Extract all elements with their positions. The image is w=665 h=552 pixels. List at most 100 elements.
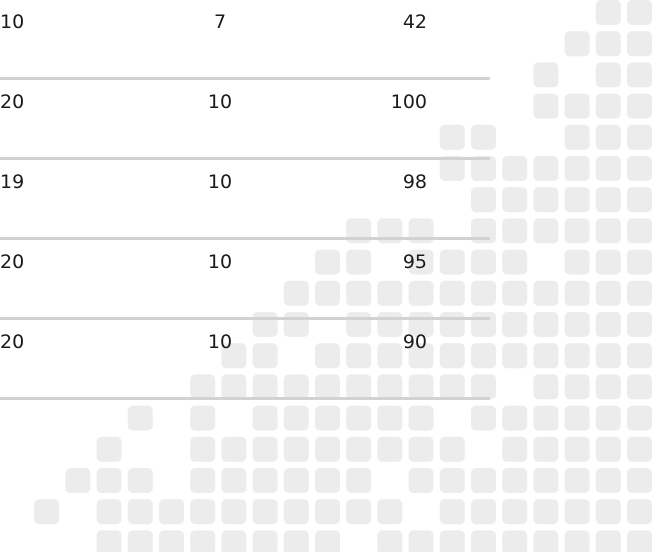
pixel-square [596,406,621,431]
row-padding [427,319,490,399]
pixel-square [97,499,122,524]
pixel-square [409,406,434,431]
pixel-square [502,343,527,368]
pixel-square [159,530,184,552]
pixel-square [565,406,590,431]
pixel-square [346,468,371,493]
pixel-square [253,468,278,493]
pixel-square [471,499,496,524]
pixel-square [533,281,558,306]
pixel-square [627,530,652,552]
pixel-square [596,499,621,524]
pixel-square [284,468,309,493]
pixel-square [627,374,652,399]
pixel-square [128,406,153,431]
pixel-square [565,468,590,493]
pixel-square [627,62,652,87]
row-padding [427,0,490,79]
pixel-square [533,343,558,368]
pixel-square [565,218,590,243]
pixel-square [284,406,309,431]
pixel-square [596,343,621,368]
pixel-square [565,374,590,399]
pixel-square [627,218,652,243]
pixel-square [502,218,527,243]
pixel-square [533,94,558,119]
pixel-square [253,499,278,524]
pixel-square [565,31,590,56]
pixel-square [533,437,558,462]
row-padding [427,159,490,239]
pixel-square [502,406,527,431]
pixel-square [284,499,309,524]
pixel-square [65,468,90,493]
pixel-square [596,437,621,462]
pixel-square [409,437,434,462]
pixel-square [627,31,652,56]
pixel-square [409,468,434,493]
table-cell: 10 [180,159,260,239]
pixel-square [315,530,340,552]
pixel-square [440,530,465,552]
table-cell: 20 [0,79,180,159]
table-cell: 10 [0,0,180,79]
pixel-square [627,281,652,306]
pixel-square [190,406,215,431]
page: 107422010100191098201095201090 (() => { … [0,0,665,552]
pixel-square [533,156,558,181]
table-cell: 90 [260,319,427,399]
pixel-square [596,156,621,181]
pixel-square [596,187,621,212]
pixel-square [565,343,590,368]
pixel-square [97,468,122,493]
pixel-square [221,437,246,462]
pixel-square [596,312,621,337]
pixel-square [627,406,652,431]
pixel-square [596,62,621,87]
pixel-square [565,125,590,150]
pixel-square [502,250,527,275]
pixel-square [284,530,309,552]
pixel-square [533,374,558,399]
table-cell: 10 [180,79,260,159]
pixel-square [596,250,621,275]
pixel-square [440,437,465,462]
pixel-square [596,281,621,306]
pixel-square [565,187,590,212]
pixel-square [471,468,496,493]
pixel-square [502,499,527,524]
pixel-square [253,437,278,462]
pixel-square [596,530,621,552]
pixel-square [533,530,558,552]
pixel-square [565,250,590,275]
pixel-square [315,499,340,524]
row-padding [427,239,490,319]
pixel-square [377,437,402,462]
pixel-square [596,374,621,399]
pixel-square [533,62,558,87]
pixel-square [627,468,652,493]
pixel-square [533,468,558,493]
pixel-square [627,94,652,119]
pixel-square [346,406,371,431]
pixel-square [565,499,590,524]
pixel-square [596,125,621,150]
table-cell: 20 [0,319,180,399]
pixel-square [190,499,215,524]
pixel-square [377,406,402,431]
pixel-square [409,530,434,552]
pixel-square [565,94,590,119]
pixel-square [346,437,371,462]
pixel-square [97,530,122,552]
pixel-square [596,31,621,56]
pixel-square [596,94,621,119]
pixel-square [565,530,590,552]
pixel-square [627,499,652,524]
pixel-square [533,312,558,337]
table-cell: 95 [260,239,427,319]
pixel-square [315,437,340,462]
